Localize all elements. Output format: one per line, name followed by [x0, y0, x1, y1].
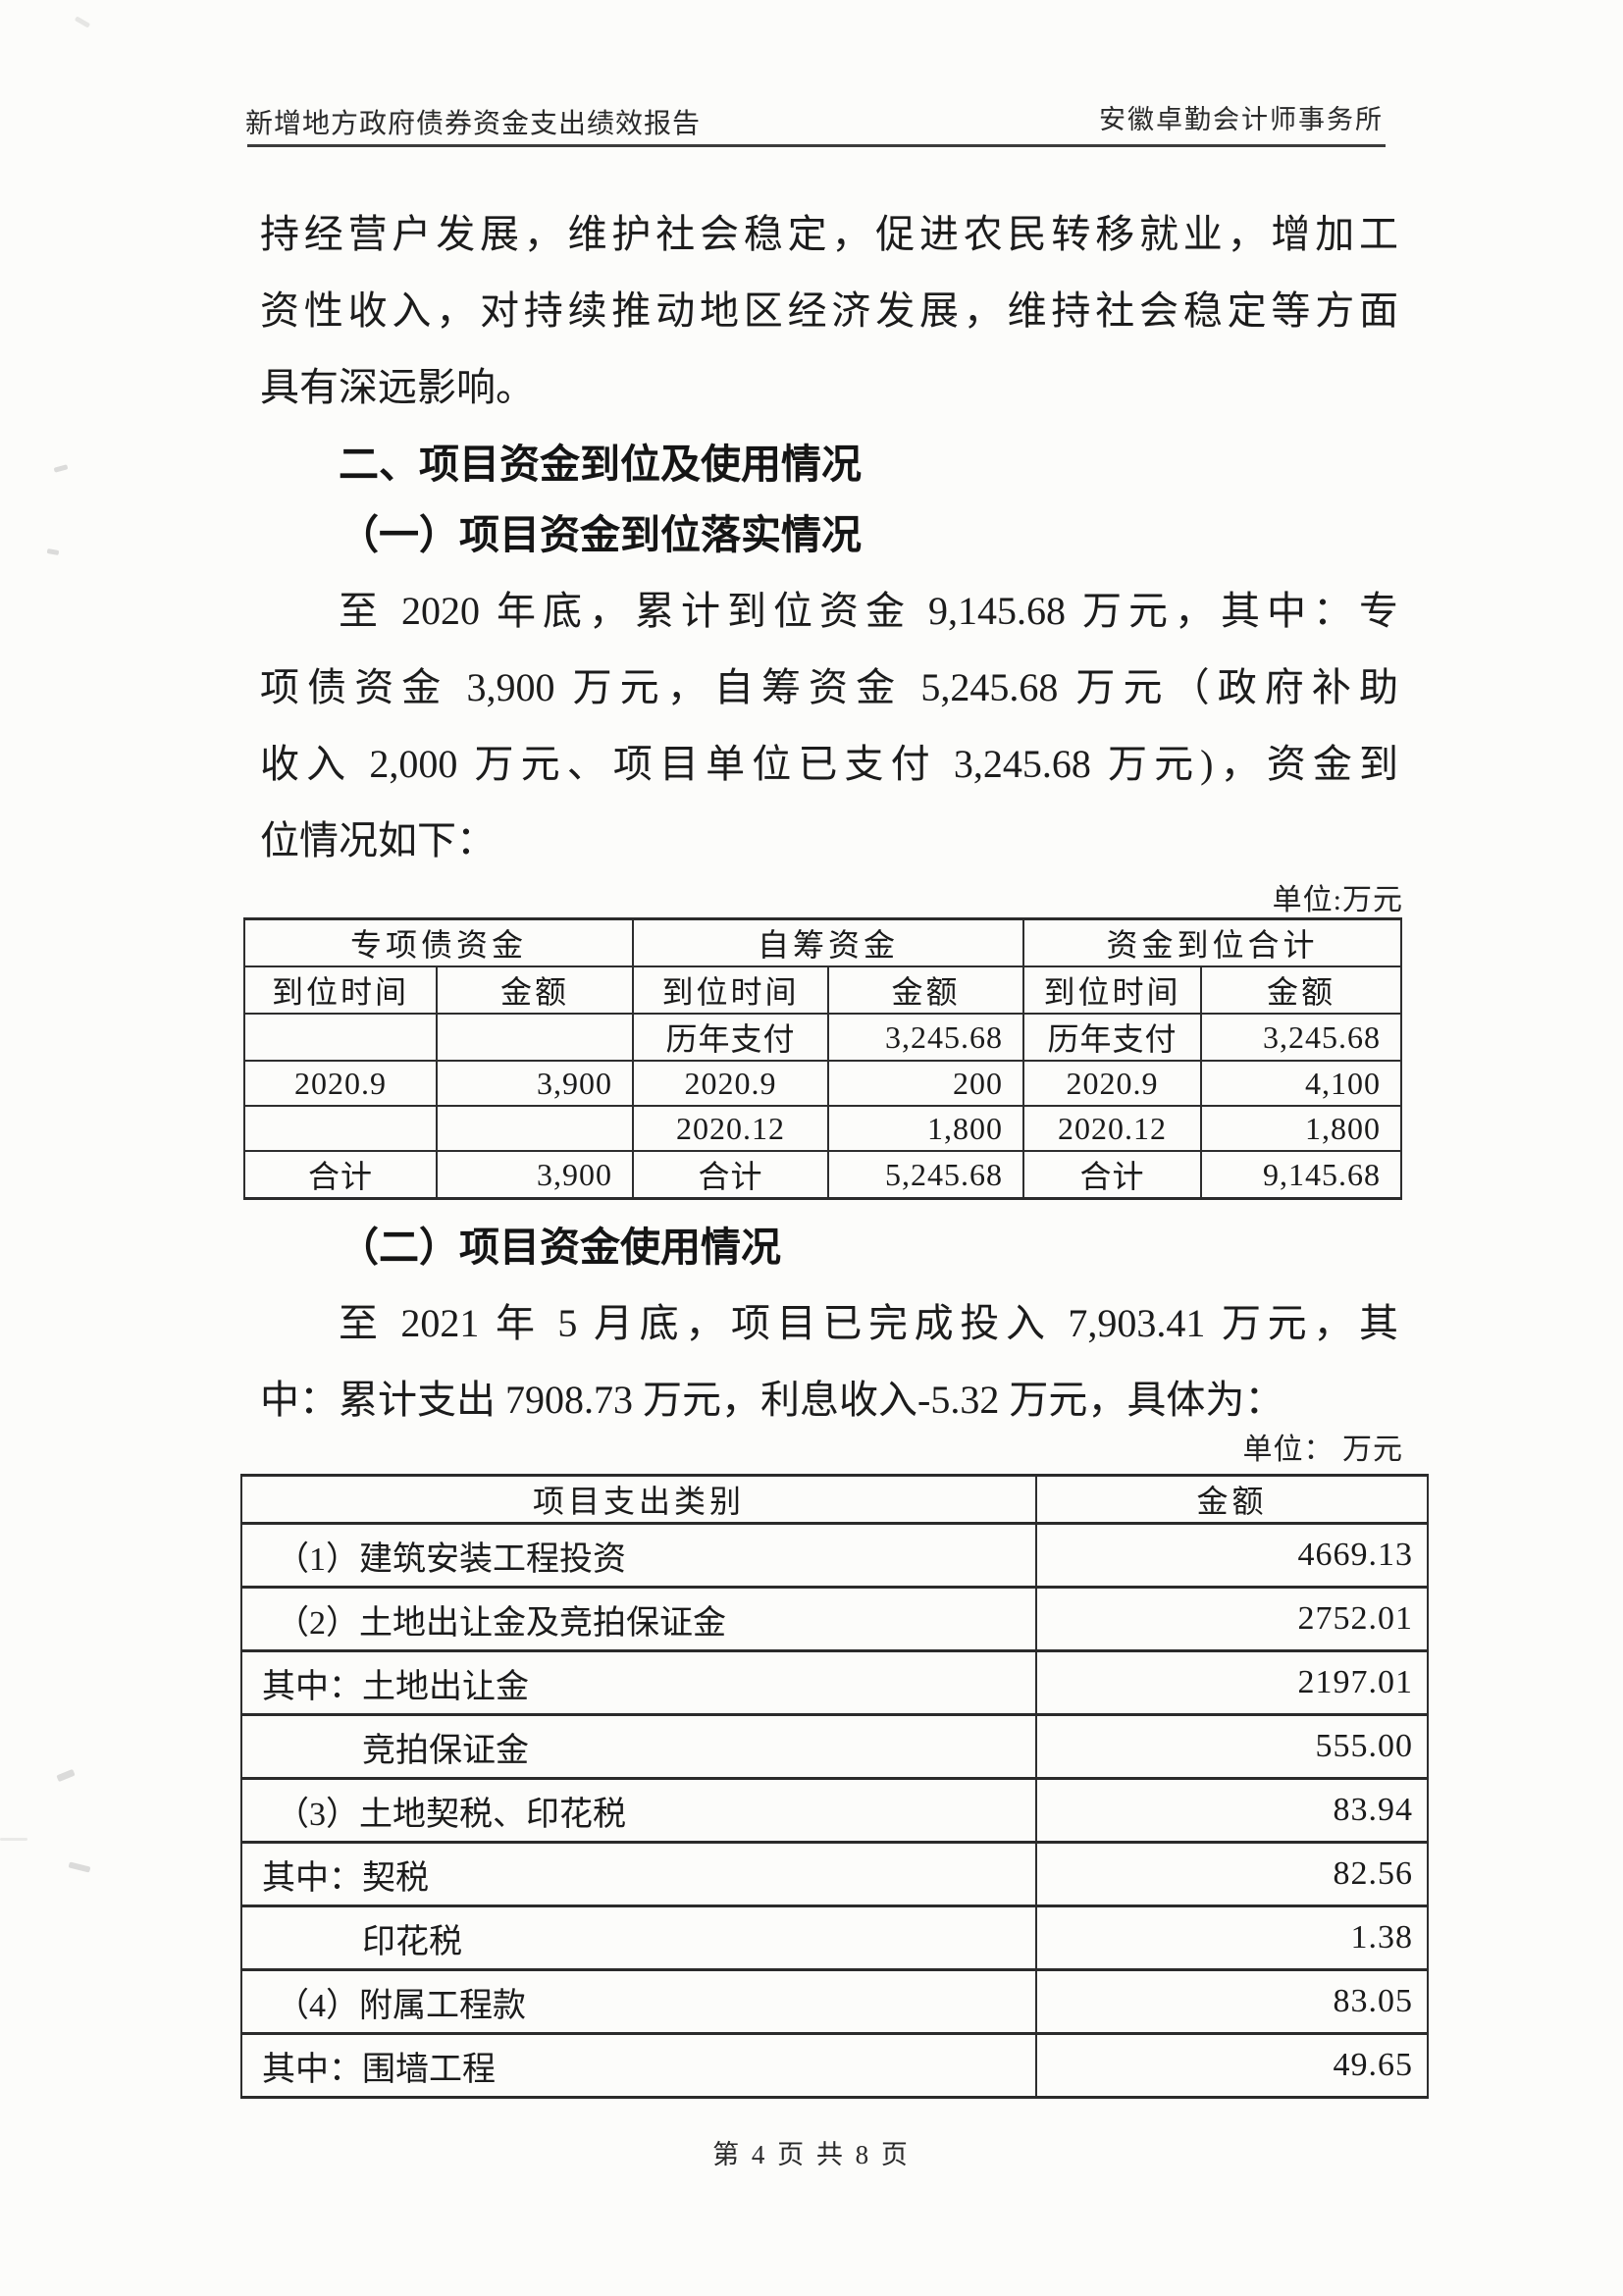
cell-amount: 2752.01 [1035, 1586, 1429, 1652]
paragraph-2-line-1: 至 2020 年底，累计到位资金 9,145.68 万元，其中：专 [339, 589, 1398, 633]
header-left-title: 新增地方政府债券资金支出绩效报告 [245, 109, 702, 139]
cell-category: 其中：围墙工程 [240, 2032, 1037, 2099]
cell-amount: 4,100 [1200, 1060, 1403, 1107]
cell-time: 历年支付 [1022, 1013, 1203, 1062]
cell-amount: 3,900 [435, 1060, 635, 1107]
funds-table-row-2020-9: 2020.9 3,900 2020.9 200 2020.9 4,100 [243, 1060, 1403, 1107]
cell-category: （4）附属工程款 [240, 1968, 1037, 2035]
cell-total-label: 合计 [1022, 1150, 1203, 1200]
paragraph-3: 至 2021 年 5 月底，项目已完成投入 7,903.41 万元，其 中：累计… [260, 1285, 1398, 1438]
paragraph-2-line-3: 收入 2,000 万元、项目单位已支付 3,245.68 万元)，资金到 [260, 742, 1398, 786]
cell-time: 2020.9 [1022, 1060, 1203, 1107]
scan-artifact [56, 1768, 76, 1783]
scan-artifact [68, 1861, 91, 1873]
cell-time: 2020.12 [632, 1105, 830, 1152]
scan-artifact [0, 1838, 27, 1841]
cell-amount: 200 [827, 1060, 1025, 1107]
expenditure-table-header-row: 项目支出类别 金额 [240, 1474, 1429, 1525]
cell-amount [435, 1013, 635, 1062]
paragraph-3-line-2: 中：累计支出 7908.73 万元，利息收入-5.32 万元，具体为： [260, 1378, 1284, 1422]
paragraph-1: 持经营户发展，维护社会稳定，促进农民转移就业，增加工 资性收入，对持续推动地区经… [260, 196, 1398, 426]
cell-time [243, 1105, 438, 1152]
expenditure-row-bid-deposit: 竞拍保证金 555.00 [240, 1713, 1429, 1780]
expenditure-header-category: 项目支出类别 [240, 1474, 1037, 1525]
subheader-amount-1: 金额 [435, 965, 635, 1015]
paragraph-1-line-1: 持经营户发展，维护社会稳定，促进农民转移就业，增加工 [260, 212, 1398, 256]
paragraph-2: 至 2020 年底，累计到位资金 9,145.68 万元，其中：专 项债资金 3… [260, 573, 1398, 879]
expenditure-row-land-transfer: 其中：土地出让金 2197.01 [240, 1649, 1429, 1716]
paragraph-1-line-3: 具有深远影响。 [260, 365, 535, 409]
paragraph-3-line-1: 至 2021 年 5 月底，项目已完成投入 7,903.41 万元，其 [339, 1301, 1398, 1345]
cell-category: 其中：土地出让金 [240, 1649, 1037, 1716]
expenditure-table: 项目支出类别 金额 （1）建筑安装工程投资 4669.13 （2）土地出让金及竞… [240, 1474, 1429, 2099]
group-header-special-bond: 专项债资金 [242, 917, 635, 967]
cell-total-amount: 3,900 [435, 1150, 635, 1200]
header-rule [247, 144, 1386, 147]
cell-time: 2020.9 [632, 1060, 830, 1107]
cell-amount: 2197.01 [1035, 1649, 1429, 1716]
paragraph-2-line-4: 位情况如下： [260, 818, 496, 862]
cell-amount: 1,800 [827, 1105, 1025, 1152]
unit-label-table-2: 单位： 万元 [1242, 1434, 1403, 1466]
scan-artifact [74, 16, 91, 28]
funds-table-group-header-row: 专项债资金 自筹资金 资金到位合计 [242, 917, 1403, 967]
funds-table-row-history: 历年支付 3,245.68 历年支付 3,245.68 [243, 1013, 1403, 1062]
scan-artifact [46, 548, 60, 556]
cell-category: （2）土地出让金及竞拍保证金 [240, 1586, 1037, 1652]
funds-arrival-table: 专项债资金 自筹资金 资金到位合计 到位时间 金额 到位时间 金额 到位时间 金… [242, 917, 1403, 1200]
cell-time: 历年支付 [632, 1013, 830, 1062]
cell-total-label: 合计 [632, 1150, 830, 1200]
page-number: 第 4 页 共 8 页 [712, 2140, 911, 2169]
funds-table-subheader-row: 到位时间 金额 到位时间 金额 到位时间 金额 [243, 965, 1403, 1015]
cell-total-amount: 9,145.68 [1200, 1150, 1403, 1200]
cell-amount: 83.94 [1035, 1777, 1429, 1844]
cell-category: （1）建筑安装工程投资 [240, 1522, 1037, 1589]
expenditure-row-stamp-tax: 印花税 1.38 [240, 1905, 1429, 1971]
expenditure-row-deed-tax: 其中：契税 82.56 [240, 1841, 1429, 1907]
subsection-heading-2-1: （一）项目资金到位落实情况 [339, 512, 862, 557]
group-header-total: 资金到位合计 [1022, 917, 1403, 967]
cell-amount: 4669.13 [1035, 1522, 1429, 1589]
expenditure-row-deed-stamp-tax: （3）土地契税、印花税 83.94 [240, 1777, 1429, 1844]
section-heading-2: 二、项目资金到位及使用情况 [339, 442, 862, 487]
cell-category: 印花税 [240, 1905, 1037, 1971]
subheader-amount-2: 金额 [827, 965, 1025, 1015]
expenditure-row-wall-works: 其中：围墙工程 49.65 [240, 2032, 1429, 2099]
subheader-time-2: 到位时间 [632, 965, 830, 1015]
cell-time [243, 1013, 438, 1062]
cell-amount: 49.65 [1035, 2032, 1429, 2099]
group-header-self-raised: 自筹资金 [632, 917, 1025, 967]
cell-time: 2020.12 [1022, 1105, 1203, 1152]
funds-table-row-total: 合计 3,900 合计 5,245.68 合计 9,145.68 [243, 1150, 1403, 1200]
cell-category: 竞拍保证金 [240, 1713, 1037, 1780]
paragraph-1-line-2: 资性收入，对持续推动地区经济发展，维持社会稳定等方面 [260, 288, 1398, 333]
paragraph-2-line-2: 项债资金 3,900 万元，自筹资金 5,245.68 万元（政府补助 [260, 665, 1398, 709]
cell-total-amount: 5,245.68 [827, 1150, 1025, 1200]
cell-time: 2020.9 [243, 1060, 438, 1107]
cell-amount: 3,245.68 [1200, 1013, 1403, 1062]
cell-amount: 1.38 [1035, 1905, 1429, 1971]
scan-artifact [53, 464, 69, 473]
cell-amount: 1,800 [1200, 1105, 1403, 1152]
cell-amount: 83.05 [1035, 1968, 1429, 2035]
cell-amount: 555.00 [1035, 1713, 1429, 1780]
subheader-time-3: 到位时间 [1022, 965, 1203, 1015]
cell-category: （3）土地契税、印花税 [240, 1777, 1037, 1844]
subheader-time-1: 到位时间 [243, 965, 438, 1015]
cell-total-label: 合计 [243, 1150, 438, 1200]
expenditure-row-auxiliary-works: （4）附属工程款 83.05 [240, 1968, 1429, 2035]
funds-table-row-2020-12: 2020.12 1,800 2020.12 1,800 [243, 1105, 1403, 1152]
cell-amount [435, 1105, 635, 1152]
expenditure-row-land-transfer-deposit: （2）土地出让金及竞拍保证金 2752.01 [240, 1586, 1429, 1652]
cell-amount: 3,245.68 [827, 1013, 1025, 1062]
expenditure-header-amount: 金额 [1035, 1474, 1429, 1525]
unit-label-table-1: 单位:万元 [1272, 884, 1403, 916]
subheader-amount-3: 金额 [1200, 965, 1403, 1015]
header-right-title: 安徽卓勤会计师事务所 [1099, 105, 1384, 134]
cell-amount: 82.56 [1035, 1841, 1429, 1907]
cell-category: 其中：契税 [240, 1841, 1037, 1907]
expenditure-row-construction: （1）建筑安装工程投资 4669.13 [240, 1522, 1429, 1589]
subsection-heading-2-2: （二）项目资金使用情况 [339, 1225, 781, 1270]
